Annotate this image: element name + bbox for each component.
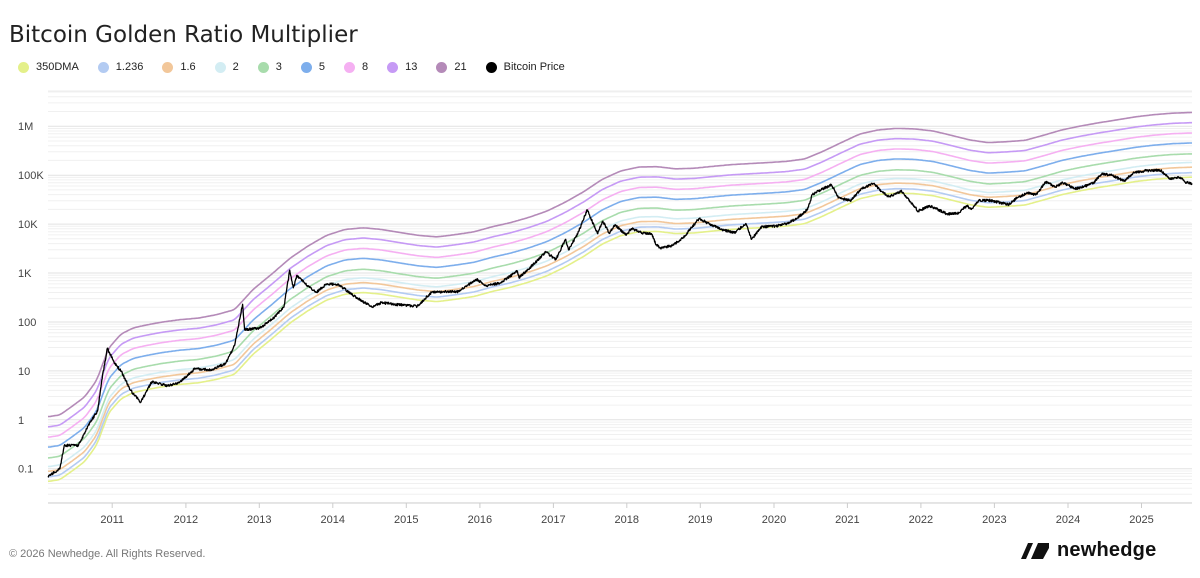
legend-label-1-6: 1.6 xyxy=(180,61,196,73)
x-tick-label: 2014 xyxy=(321,514,345,526)
legend-label-5: 5 xyxy=(318,61,325,73)
legend-marker-350dma xyxy=(18,61,29,73)
y-tick-label: 10K xyxy=(18,219,38,231)
newhedge-brand[interactable]: newhedge xyxy=(1021,539,1156,562)
legend-item-bitcoin-price[interactable]: Bitcoin Price xyxy=(485,61,565,73)
legend-item-1-236[interactable]: 1.236 xyxy=(97,61,144,73)
series-line-350dma[interactable] xyxy=(47,176,1192,483)
y-tick-label: 1 xyxy=(18,415,24,427)
series-line-1-6[interactable] xyxy=(47,166,1192,473)
x-tick-label: 2018 xyxy=(615,514,639,526)
legend-item-8[interactable]: 8 xyxy=(344,61,368,73)
x-tick-label: 2024 xyxy=(1056,514,1080,526)
legend-item-21[interactable]: 21 xyxy=(436,61,467,73)
y-tick-label: 1K xyxy=(18,268,32,280)
series-line-5[interactable] xyxy=(47,142,1192,448)
legend-item-350dma[interactable]: 350DMA xyxy=(18,61,79,73)
legend-label-bitcoin-price: Bitcoin Price xyxy=(503,61,565,73)
series-line-bitcoin-price[interactable] xyxy=(47,168,1193,478)
legend-marker-8 xyxy=(344,61,355,73)
x-tick-label: 2023 xyxy=(982,514,1006,526)
legend-marker-13 xyxy=(387,61,399,73)
legend-item-5[interactable]: 5 xyxy=(300,61,325,73)
series-line-3[interactable] xyxy=(47,153,1192,459)
legend-label-1-236: 1.236 xyxy=(115,61,144,73)
legend-item-13[interactable]: 13 xyxy=(387,61,417,73)
x-tick-label: 2015 xyxy=(394,514,418,526)
legend-marker-2 xyxy=(214,61,226,73)
legend-label-350dma: 350DMA xyxy=(36,61,79,73)
legend-label-13: 13 xyxy=(405,61,418,73)
chart-title: Bitcoin Golden Ratio Multiplier xyxy=(9,22,358,48)
series-line-8[interactable] xyxy=(47,132,1192,438)
x-tick-label: 2013 xyxy=(247,514,271,526)
x-tick-label: 2022 xyxy=(909,514,933,526)
legend-marker-3 xyxy=(257,61,269,73)
legend-item-2[interactable]: 2 xyxy=(214,61,239,73)
y-tick-label: 0.1 xyxy=(18,464,33,476)
y-tick-label: 100 xyxy=(18,317,36,329)
legend-item-3[interactable]: 3 xyxy=(257,61,282,73)
x-tick-label: 2021 xyxy=(835,514,859,526)
legend-label-21: 21 xyxy=(454,61,467,73)
legend-marker-5 xyxy=(300,61,312,73)
legend-item-1-6[interactable]: 1.6 xyxy=(162,61,196,73)
legend-marker-21 xyxy=(436,61,448,73)
y-tick-label: 10 xyxy=(18,366,30,378)
series-line-21[interactable] xyxy=(47,111,1192,418)
legend-marker-1-236 xyxy=(97,61,109,73)
x-tick-label: 2020 xyxy=(762,514,786,526)
x-tick-label: 2012 xyxy=(174,514,198,526)
legend-label-3: 3 xyxy=(275,61,282,73)
grid-minor xyxy=(48,91,1192,504)
x-tick-label: 2019 xyxy=(688,514,712,526)
brand-name: newhedge xyxy=(1057,539,1157,561)
y-tick-label: 100K xyxy=(18,170,44,182)
x-tick-label: 2017 xyxy=(541,514,565,526)
x-tick-label: 2016 xyxy=(468,514,492,526)
legend-marker-1-6 xyxy=(162,61,174,73)
chart-legend: 350DMA 1.236 1.6 2 3 5 8 13 21 Bitcoin P… xyxy=(18,61,584,73)
copyright-footer: © 2026 Newhedge. All Rights Reserved. xyxy=(9,548,206,560)
series-line-13[interactable] xyxy=(47,121,1192,428)
newhedge-logo-icon xyxy=(1021,542,1049,559)
series-line-2[interactable] xyxy=(47,161,1192,468)
legend-marker-bitcoin-price xyxy=(485,61,497,73)
x-tick-label: 2025 xyxy=(1129,514,1153,526)
legend-label-8: 8 xyxy=(362,61,369,73)
y-tick-label: 1M xyxy=(18,121,33,133)
legend-label-2: 2 xyxy=(232,61,239,73)
x-tick-label: 2011 xyxy=(100,514,124,526)
